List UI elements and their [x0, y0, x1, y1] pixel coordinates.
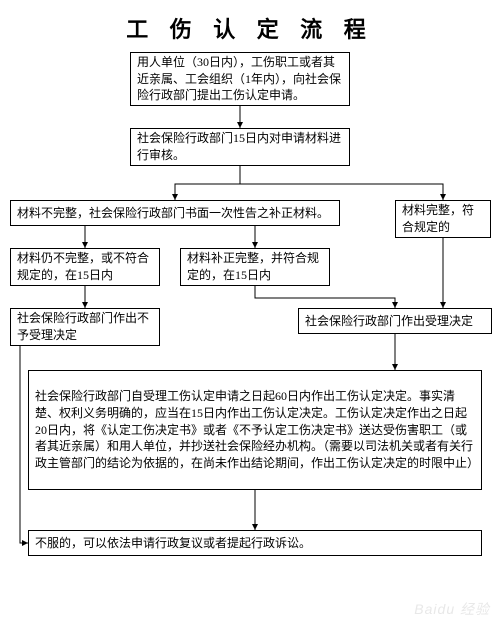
flow-node-n9: 社会保险行政部门自受理工伤认定申请之日起60日内作出工伤认定决定。事实清楚、权利…	[28, 370, 482, 490]
flow-node-n3: 材料不完整，社会保险行政部门书面一次性告之补正材料。	[10, 200, 340, 226]
flow-node-n8: 社会保险行政部门作出受理决定	[298, 308, 492, 334]
flow-node-n1: 用人单位（30日内），工伤职工或者其近亲属、工会组织（1年内），向社会保险行政部…	[130, 52, 350, 106]
watermark: Baidu 经验	[414, 599, 490, 619]
edge-n2-n4	[240, 166, 443, 200]
flow-node-n7: 社会保险行政部门作出不予受理决定	[10, 308, 160, 346]
flowchart-canvas: 工 伤 认 定 流 程 Baidu 经验 用人单位（30日内），工伤职工或者其近…	[0, 0, 500, 625]
flow-node-n10: 不服的，可以依法申请行政复议或者提起行政诉讼。	[28, 530, 482, 556]
flow-node-n5: 材料仍不完整，或不符合规定的，在15日内	[10, 248, 160, 286]
flow-node-n2: 社会保险行政部门15日内对申请材料进行审核。	[130, 128, 350, 166]
flow-node-n4: 材料完整，符合规定的	[395, 200, 491, 238]
edge-n7-n10	[20, 346, 28, 543]
page-title: 工 伤 认 定 流 程	[0, 12, 500, 44]
edge-n6-n8	[255, 286, 395, 308]
flow-node-n6: 材料补正完整，并符合规定的，在15日内	[180, 248, 330, 286]
edge-n2-n3	[175, 166, 240, 200]
